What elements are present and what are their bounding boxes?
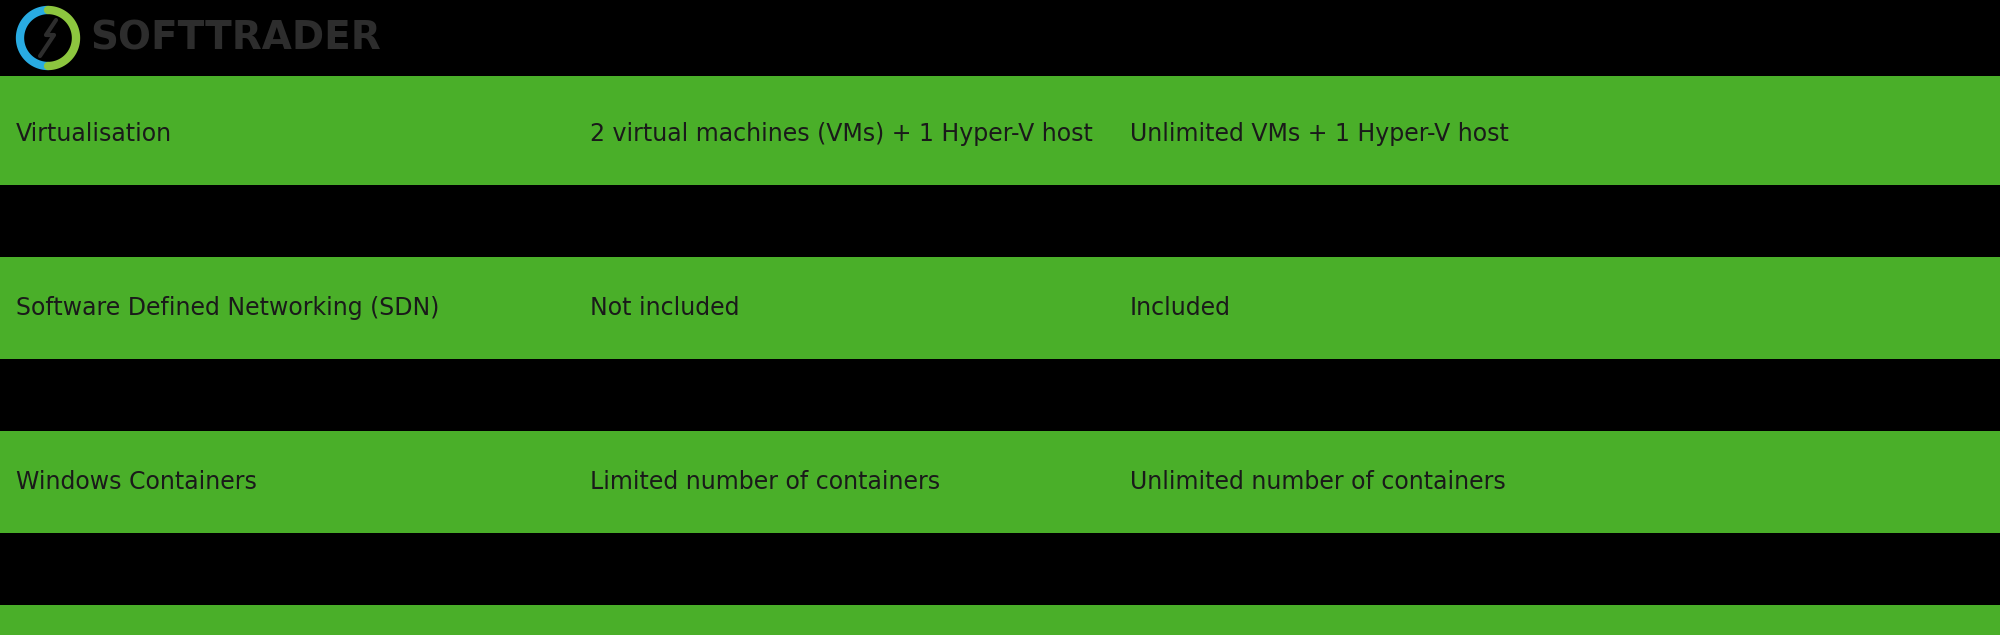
- Bar: [0, 257, 2000, 359]
- Bar: [0, 76, 2000, 83]
- Text: Included: Included: [1130, 296, 1232, 320]
- Bar: [0, 359, 2000, 431]
- Bar: [0, 533, 2000, 605]
- Text: SOFTTRADER: SOFTTRADER: [90, 19, 380, 57]
- Bar: [0, 83, 2000, 185]
- Text: Windows Containers: Windows Containers: [16, 470, 256, 494]
- Bar: [0, 605, 2000, 635]
- Text: Unlimited number of containers: Unlimited number of containers: [1130, 470, 1506, 494]
- Bar: [0, 0, 2000, 76]
- Bar: [0, 431, 2000, 533]
- Bar: [0, 185, 2000, 257]
- Text: Unlimited VMs + 1 Hyper-V host: Unlimited VMs + 1 Hyper-V host: [1130, 122, 1508, 146]
- Text: Software Defined Networking (SDN): Software Defined Networking (SDN): [16, 296, 440, 320]
- Text: Not included: Not included: [590, 296, 740, 320]
- Text: 2 virtual machines (VMs) + 1 Hyper-V host: 2 virtual machines (VMs) + 1 Hyper-V hos…: [590, 122, 1092, 146]
- Text: Limited number of containers: Limited number of containers: [590, 470, 940, 494]
- Text: Virtualisation: Virtualisation: [16, 122, 172, 146]
